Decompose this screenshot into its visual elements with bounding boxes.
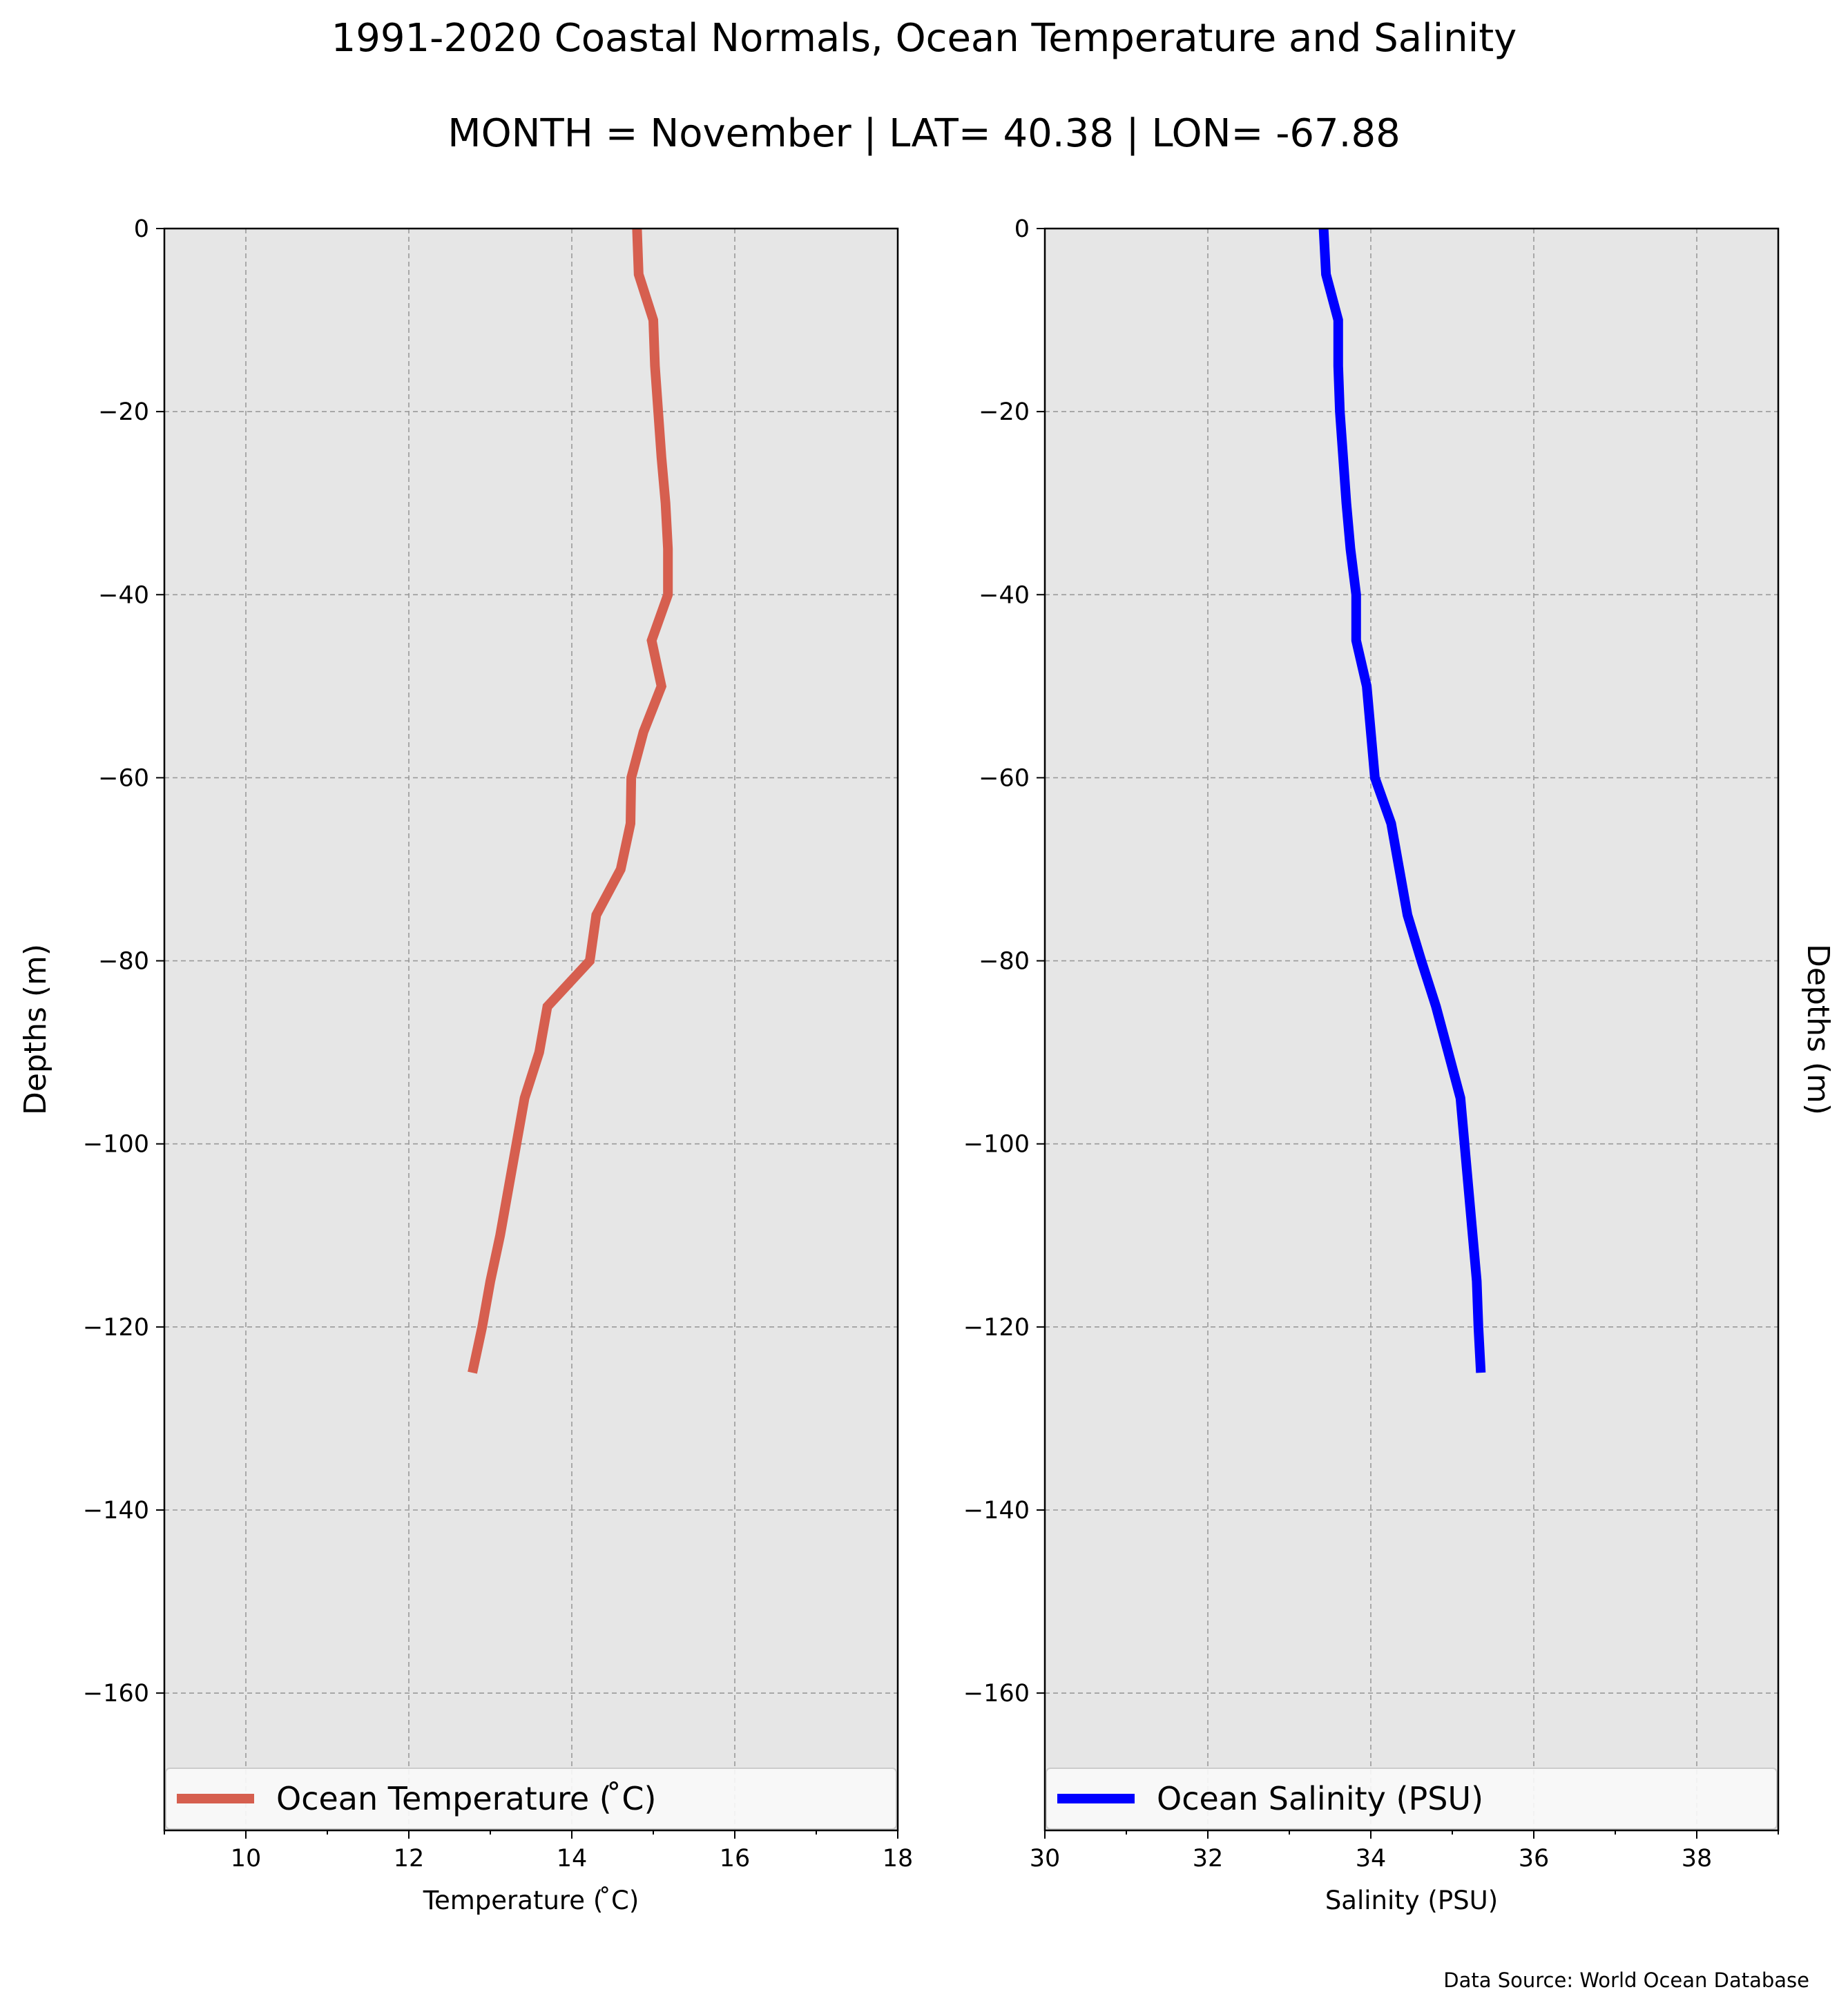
y-tick-label: −20 <box>98 398 149 426</box>
x-tick-label: 32 <box>1193 1845 1224 1873</box>
salinity-plot-area <box>1045 229 1778 1830</box>
y-tick-label: −80 <box>98 948 149 976</box>
salinity-axes-frame <box>1043 227 1780 1832</box>
y-axis-label-left: Depths (m) <box>18 944 53 1115</box>
legend-label: Ocean Salinity (PSU) <box>1157 1780 1483 1817</box>
salinity-profile-line <box>1318 228 1486 1373</box>
y-tick-label: 0 <box>1014 215 1030 243</box>
y-tick-label: −140 <box>963 1497 1030 1525</box>
temperature-legend: Ocean Temperature ( ̊C) <box>165 1768 897 1830</box>
x-tick-label: 16 <box>720 1845 751 1873</box>
y-tick-label: −120 <box>83 1314 149 1342</box>
y-tick-label: −20 <box>979 398 1030 426</box>
x-tick-label: 18 <box>883 1845 914 1873</box>
x-tick-label: 30 <box>1030 1845 1061 1873</box>
data-source-note: Data Source: World Ocean Database <box>1443 1968 1809 1992</box>
y-tick-label: −80 <box>979 948 1030 976</box>
temperature-panel: 10 12 14 16 18 0 −20 −40 −60 −80 −100 −120 −140 −160 O… <box>18 215 913 1915</box>
salinity-x-axis-label: Salinity (PSU) <box>1325 1886 1498 1915</box>
x-tick-label: 14 <box>557 1845 588 1873</box>
legend-box <box>1046 1768 1778 1830</box>
y-axis-label-right: Depths (m) <box>1800 944 1836 1115</box>
x-tick-label: 38 <box>1682 1845 1713 1873</box>
y-tick-label: −160 <box>963 1680 1030 1707</box>
salinity-panel: 30 32 34 36 38 0 −20 −40 −60 −80 −100 −120 −140 −160 O… <box>963 215 1836 1915</box>
y-tick-label: 0 <box>134 215 149 243</box>
y-tick-label: −60 <box>98 764 149 792</box>
y-tick-label: −40 <box>979 581 1030 609</box>
y-tick-label: −160 <box>83 1680 149 1707</box>
x-tick-label: 12 <box>394 1845 425 1873</box>
temperature-axes-frame <box>163 227 899 1832</box>
legend-box <box>165 1768 897 1830</box>
chart-subtitle: MONTH = November | LAT= 40.38 | LON= -67… <box>447 111 1401 156</box>
temperature-x-axis-label: Temperature ( ̊C) <box>423 1886 639 1915</box>
x-tick-label: 34 <box>1356 1845 1387 1873</box>
y-tick-label: −100 <box>83 1131 149 1159</box>
legend-label: Ocean Temperature ( ̊C) <box>276 1780 656 1817</box>
temperature-plot-area <box>164 229 898 1830</box>
y-tick-label: −60 <box>979 764 1030 792</box>
x-tick-label: 36 <box>1519 1845 1550 1873</box>
x-tick-label: 10 <box>231 1845 262 1873</box>
salinity-legend: Ocean Salinity (PSU) <box>1046 1768 1778 1830</box>
chart-title: 1991-2020 Coastal Normals, Ocean Tempera… <box>331 16 1517 61</box>
y-tick-label: −140 <box>83 1497 149 1525</box>
temperature-profile-line <box>468 228 673 1374</box>
y-tick-label: −120 <box>963 1314 1030 1342</box>
y-tick-label: −40 <box>98 581 149 609</box>
y-tick-label: −100 <box>963 1131 1030 1159</box>
